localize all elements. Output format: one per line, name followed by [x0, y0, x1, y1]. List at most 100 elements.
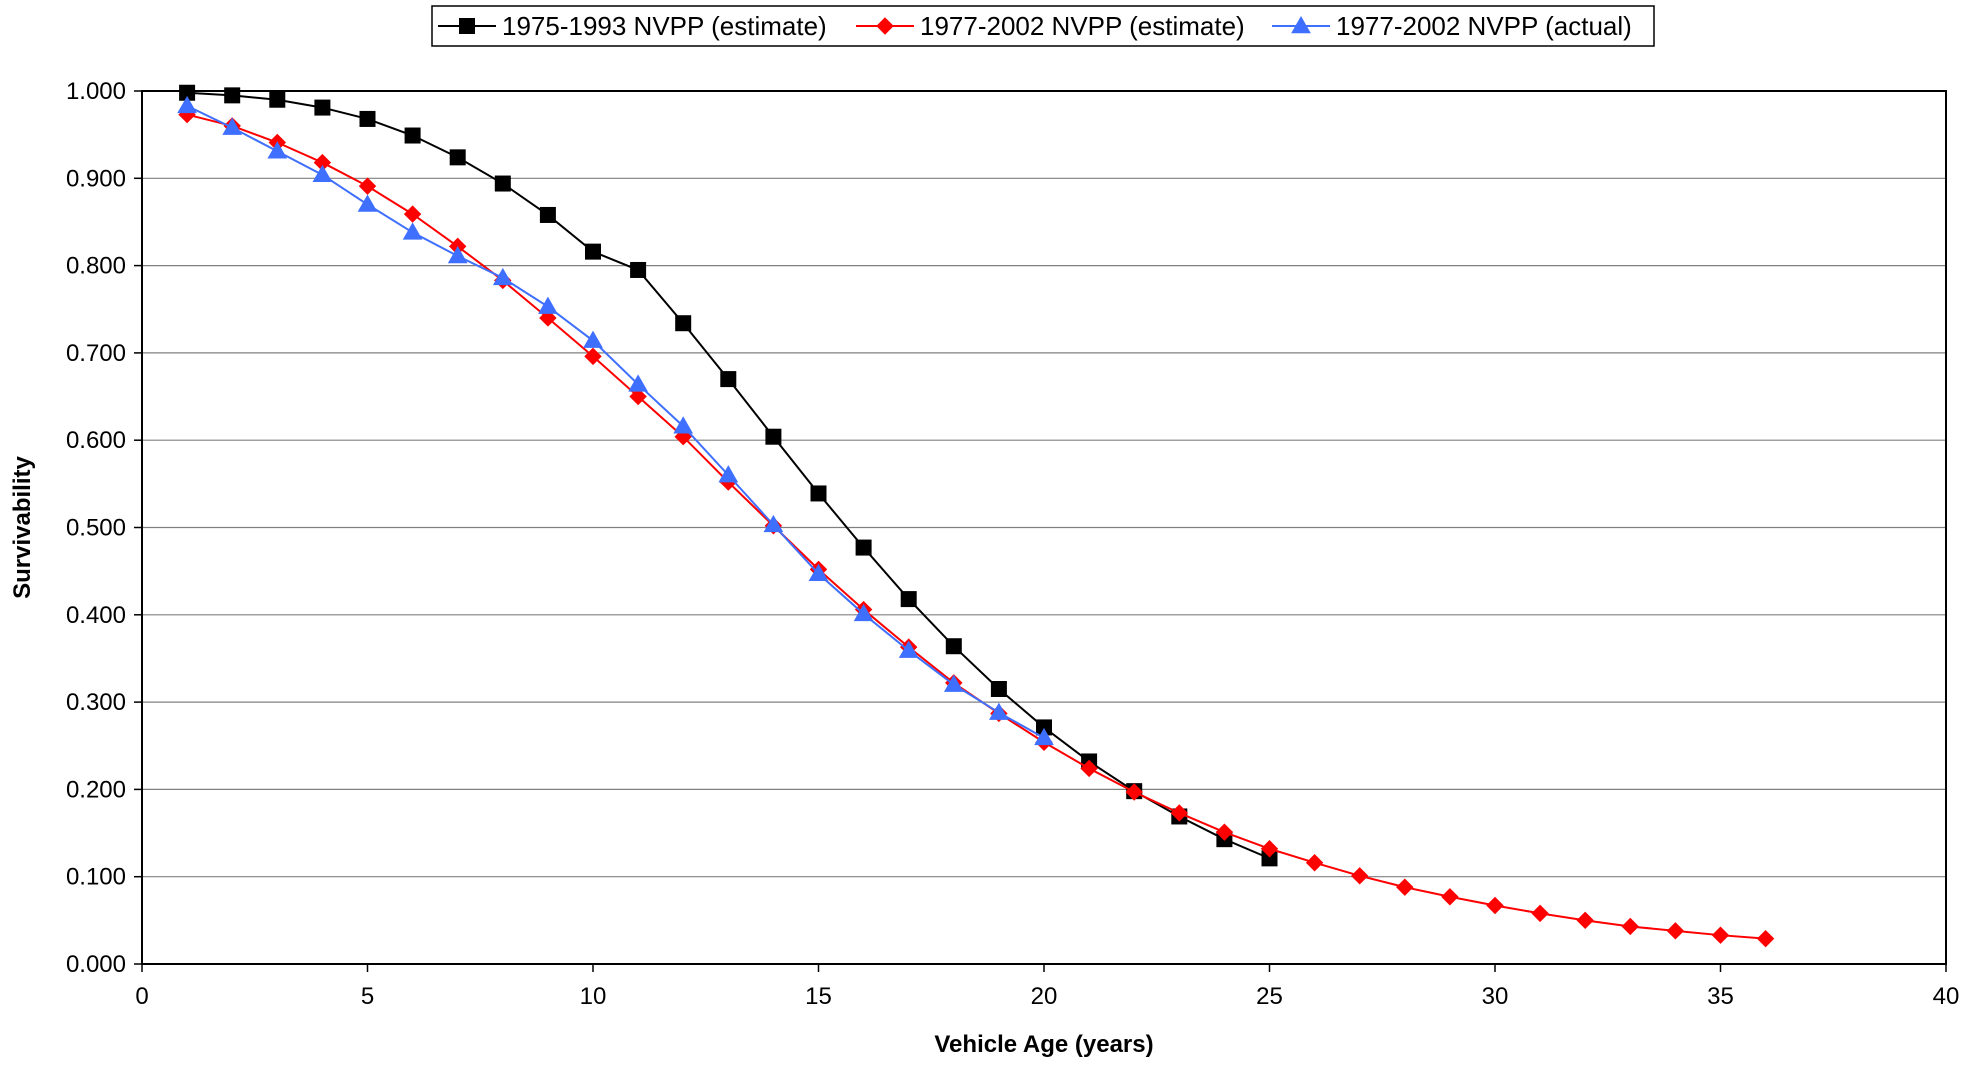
legend-label: 1977-2002 NVPP (estimate) [920, 11, 1245, 41]
series-2-point [1756, 929, 1775, 948]
series-3-point [312, 164, 333, 183]
legend-marker [876, 17, 894, 35]
series-1-point [900, 591, 917, 608]
series-3-point [628, 374, 648, 392]
series-1-point [810, 485, 827, 502]
y-tick-label: 1.000 [66, 78, 126, 105]
y-tick-label: 0.700 [66, 340, 126, 367]
series-2-point [584, 347, 602, 366]
series-3-point [357, 194, 378, 212]
series-2-point [1350, 867, 1369, 885]
y-tick-label: 0.800 [66, 253, 126, 280]
legend-marker [1291, 15, 1311, 34]
series-2-point [403, 205, 422, 223]
series-1-point [630, 261, 647, 278]
series-2-point [1260, 840, 1279, 858]
series-2-point [1711, 926, 1730, 944]
legend-entry-1: 1975-1993 NVPP (estimate) [438, 11, 827, 41]
x-tick-label: 20 [1031, 983, 1058, 1010]
series-3-point [989, 702, 1009, 720]
series-1-point [224, 87, 241, 104]
gridlines [142, 177, 1946, 878]
series-1-point [539, 206, 556, 223]
legend-entry-2: 1977-2002 NVPP (estimate) [856, 11, 1245, 41]
x-axis-ticks: 0 5 10 15 20 25 30 35 40 [135, 964, 1959, 1010]
y-tick-label: 0.300 [66, 689, 126, 716]
series-3-point [222, 117, 243, 135]
series-3-point [718, 465, 739, 483]
series-3-point [943, 674, 964, 692]
y-tick-label: 0.500 [66, 515, 126, 542]
series-3-point [673, 416, 694, 434]
x-tick-label: 5 [361, 983, 374, 1010]
x-tick-label: 30 [1482, 983, 1509, 1010]
series-1-point [269, 91, 286, 108]
series-2-point [1576, 911, 1594, 930]
legend-box [431, 5, 1655, 47]
legend-entry-3: 1977-2002 NVPP (actual) [1272, 11, 1632, 41]
series-2-point [358, 177, 377, 195]
series-1-point [359, 110, 376, 127]
series-1-point [945, 638, 962, 655]
series-2-point [1486, 896, 1504, 915]
legend-marker [459, 18, 475, 34]
x-tick-label: 40 [1933, 983, 1960, 1010]
series-3-line [186, 104, 1045, 739]
series-3-point [898, 640, 919, 658]
y-tick-label: 0.900 [66, 165, 126, 192]
series-3-point [538, 296, 558, 314]
series-3 [177, 95, 1054, 746]
series-3-point [763, 514, 784, 533]
data-series [177, 84, 1775, 948]
x-tick-label: 25 [1256, 983, 1283, 1010]
x-tick-label: 0 [135, 983, 148, 1010]
series-2-point [1170, 804, 1189, 822]
series-2-point [1441, 888, 1459, 906]
series-1-point [494, 175, 511, 192]
series-3-point [808, 563, 829, 582]
series-1-point [990, 681, 1007, 698]
series-3-point [492, 267, 513, 286]
series-1-point [765, 428, 782, 445]
x-axis-title: Vehicle Age (years) [934, 1031, 1153, 1058]
series-1-point [404, 127, 421, 144]
y-axis-ticks: 0.000 0.100 0.200 0.300 0.400 0.500 0.600 0.700… [66, 78, 142, 978]
y-tick-label: 0.100 [66, 864, 126, 891]
legend: 1975-1993 NVPP (estimate) 1977-2002 NVPP … [431, 5, 1655, 47]
y-tick-label: 0.400 [66, 602, 126, 629]
series-3-point [1034, 727, 1054, 746]
x-tick-label: 10 [580, 983, 607, 1010]
legend-label: 1977-2002 NVPP (actual) [1336, 11, 1632, 41]
series-2-point [1215, 823, 1234, 841]
series-3-point [853, 603, 874, 622]
y-tick-label: 0.200 [66, 776, 126, 803]
y-axis-title: Survivability [9, 455, 36, 598]
series-1-point [720, 371, 737, 388]
series-2-point [1621, 917, 1640, 936]
series-3-point [402, 222, 423, 240]
series-2-point [1305, 854, 1324, 872]
series-1-point [449, 149, 466, 166]
x-tick-label: 35 [1707, 983, 1734, 1010]
series-2-point [1080, 759, 1098, 778]
axes: 0 5 10 15 20 25 30 35 40 0.000 0.100 0.200 0.300 0.4… [9, 78, 1959, 1058]
series-3-point [267, 141, 288, 159]
series-2-point [1531, 904, 1549, 923]
series-1-point [314, 99, 331, 116]
series-2-point [1125, 783, 1143, 801]
series-1-point [855, 539, 872, 556]
series-2-point [629, 387, 647, 406]
series-2-point [1396, 878, 1414, 896]
series-2-point [539, 309, 557, 327]
series-1-point [585, 243, 601, 260]
y-tick-label: 0.600 [66, 427, 126, 454]
series-1-point [675, 315, 692, 332]
x-tick-label: 15 [805, 983, 832, 1010]
series-3-point [447, 245, 468, 264]
series-3-point [177, 95, 197, 114]
y-tick-label: 0.000 [66, 951, 126, 978]
legend-label: 1975-1993 NVPP (estimate) [502, 11, 827, 41]
series-2-point [1666, 922, 1685, 940]
